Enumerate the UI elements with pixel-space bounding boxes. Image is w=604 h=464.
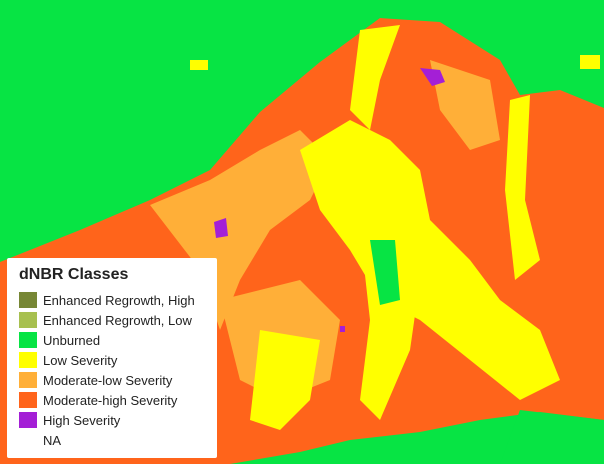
legend-label: Unburned: [43, 332, 101, 348]
legend-item: High Severity: [19, 410, 205, 430]
legend-swatch: [19, 292, 37, 308]
legend-swatch: [19, 352, 37, 368]
legend-items: Enhanced Regrowth, High Enhanced Regrowth…: [19, 290, 205, 450]
legend-label: Enhanced Regrowth, High: [43, 292, 195, 308]
legend-swatch: [19, 392, 37, 408]
legend-item: Enhanced Regrowth, High: [19, 290, 205, 310]
legend-item: Moderate-low Severity: [19, 370, 205, 390]
legend-item: Low Severity: [19, 350, 205, 370]
legend-title: dNBR Classes: [19, 266, 129, 283]
legend-label: Moderate-low Severity: [43, 372, 173, 388]
legend-label: Moderate-high Severity: [43, 392, 178, 408]
legend-item: Enhanced Regrowth, Low: [19, 310, 205, 330]
legend-label: High Severity: [43, 412, 121, 428]
legend-label: Enhanced Regrowth, Low: [43, 312, 192, 328]
legend-item: Moderate-high Severity: [19, 390, 205, 410]
legend-swatch: [19, 372, 37, 388]
legend-item: NA: [19, 430, 205, 450]
legend-swatch: [19, 412, 37, 428]
legend-swatch: [19, 332, 37, 348]
legend-label: Low Severity: [43, 352, 118, 368]
legend-swatch: [19, 312, 37, 328]
legend-swatch: [19, 432, 37, 448]
legend: dNBR Classes Enhanced Regrowth, High Enha…: [7, 258, 217, 458]
legend-label: NA: [43, 432, 62, 448]
legend-item: Unburned: [19, 330, 205, 350]
